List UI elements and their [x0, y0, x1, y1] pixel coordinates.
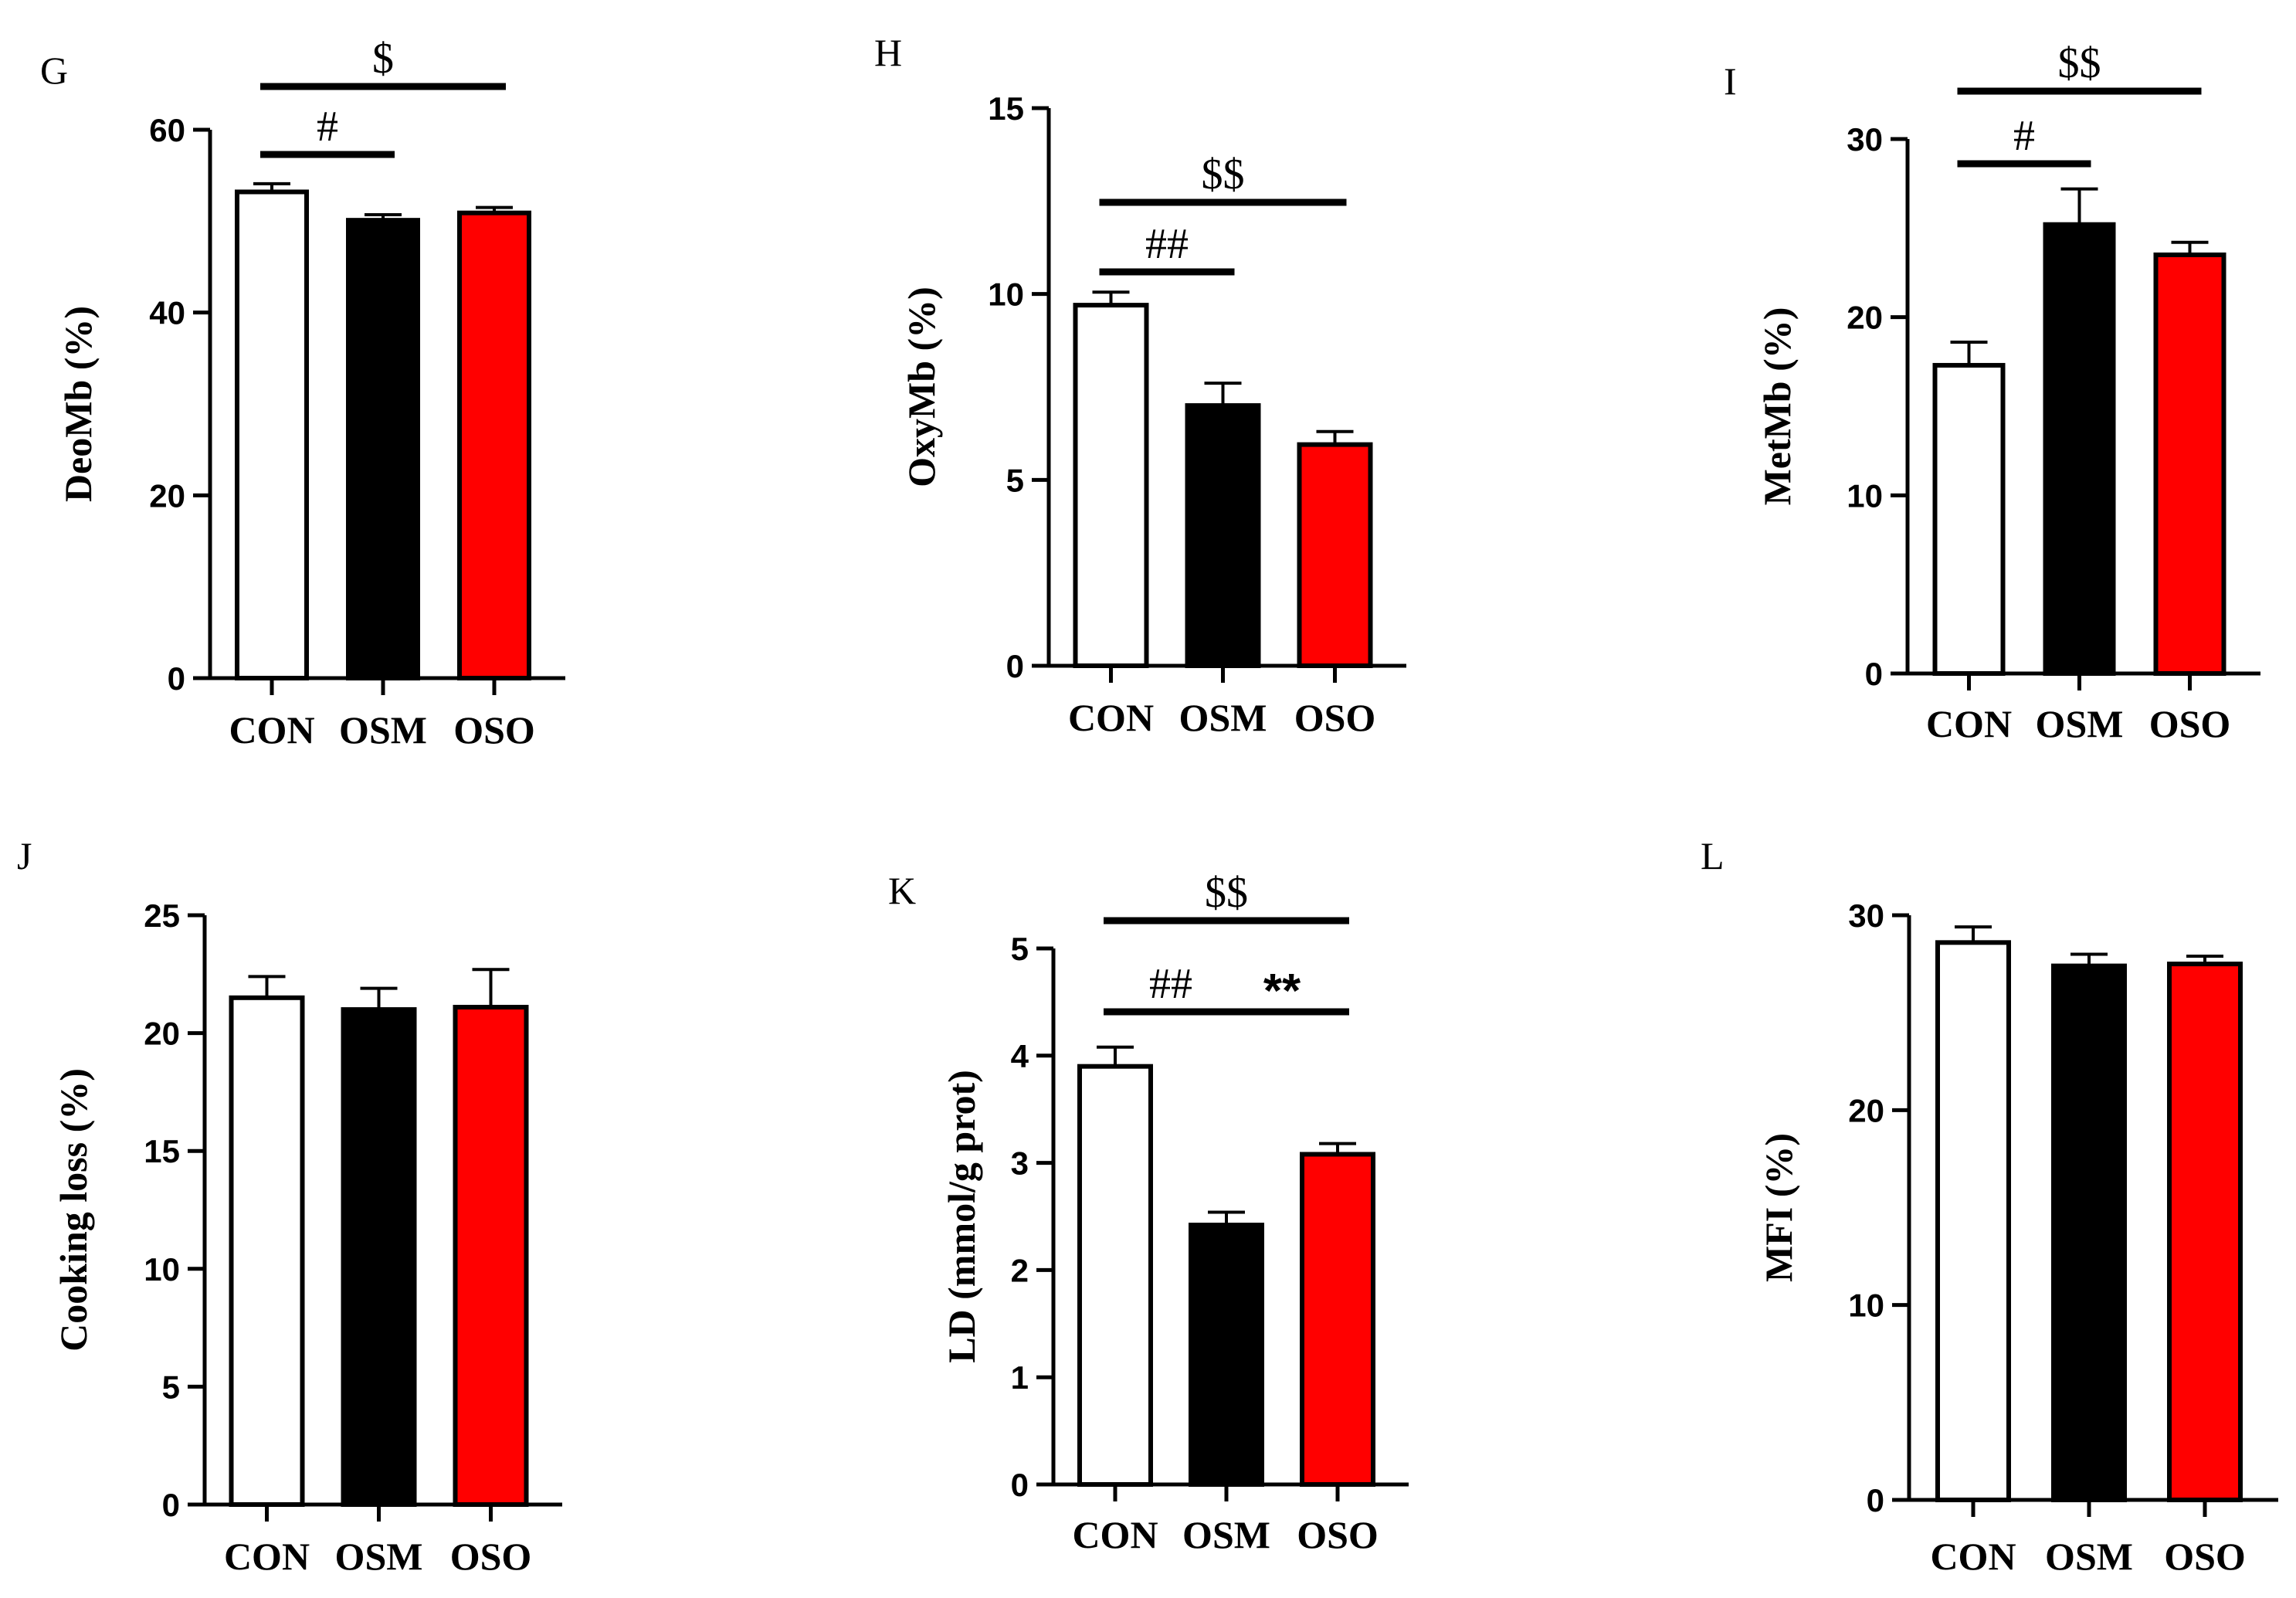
- panel-letter: I: [1724, 59, 1737, 103]
- y-tick-label: 0: [168, 660, 185, 697]
- significance-label: $$: [1205, 869, 1248, 917]
- y-tick-label: 3: [1011, 1145, 1029, 1182]
- y-tick-label: 0: [1865, 656, 1883, 692]
- category-label: OSM: [1182, 1513, 1270, 1556]
- y-tick-label: 5: [1011, 931, 1029, 967]
- bar-oso: [457, 210, 531, 680]
- panel-J: J 0 5 10 15 20 25 Cooking loss (%) CON OSM OSO: [17, 834, 562, 1578]
- bar-oso: [2153, 252, 2226, 676]
- bar-osm: [341, 1007, 417, 1507]
- y-tick-label: 40: [149, 295, 185, 331]
- bar-oso: [1297, 442, 1373, 669]
- y-tick-label: 20: [1847, 300, 1883, 336]
- panel-letter: K: [888, 869, 916, 912]
- y-tick-label: 20: [149, 477, 185, 514]
- y-tick-label: 15: [988, 90, 1024, 127]
- y-tick-label: 1: [1011, 1359, 1029, 1396]
- bar-osm: [1185, 403, 1261, 668]
- y-axis-label: OxyMb (%): [900, 287, 943, 487]
- panel-K: K 0 1 2 3 4 5 LD (mmol/g prot) CON OSM OSO ## ** $$: [888, 869, 1409, 1556]
- category-label: CON: [224, 1535, 310, 1578]
- panel-I: I 0 10 20 30 MetMb (%) CON OSM OSO # $$: [1724, 39, 2260, 745]
- significance-label: ##: [1145, 220, 1189, 268]
- bar-oso: [2167, 962, 2243, 1503]
- category-label: OSM: [2045, 1535, 2133, 1578]
- bar-osm: [1189, 1223, 1264, 1487]
- y-axis-label: DeoMb (%): [56, 306, 100, 502]
- bar-con: [1077, 1064, 1153, 1488]
- significance-label: #: [317, 103, 338, 151]
- y-axis-label: MFI (%): [1757, 1133, 1800, 1282]
- y-axis-label: LD (mmol/g prot): [940, 1070, 983, 1363]
- y-tick-label: 5: [162, 1369, 180, 1405]
- category-label: CON: [1930, 1535, 2016, 1578]
- bar-oso: [1300, 1152, 1375, 1487]
- category-label: CON: [229, 708, 314, 752]
- y-tick-label: 0: [1011, 1467, 1029, 1503]
- panel-H: H 0 5 10 15 OxyMb (%) CON OSM OSO ## $$: [874, 31, 1406, 739]
- panel-letter: J: [17, 834, 32, 877]
- panel-L: L 0 10 20 30 MFI (%) CON OSM OSO: [1701, 834, 2278, 1578]
- panel-letter: G: [40, 49, 68, 92]
- y-tick-label: 10: [1847, 477, 1883, 514]
- panel-letter: L: [1701, 834, 1725, 877]
- y-tick-label: 15: [144, 1133, 180, 1169]
- category-label: OSO: [453, 708, 535, 752]
- significance-label: $: [372, 35, 394, 83]
- category-label: OSO: [1297, 1513, 1379, 1556]
- y-tick-label: 0: [1006, 648, 1024, 684]
- bar-con: [235, 189, 309, 680]
- category-label: OSM: [2036, 702, 2124, 745]
- category-label: OSO: [450, 1535, 532, 1578]
- significance-label: #: [2013, 112, 2035, 160]
- y-tick-label: 30: [1847, 121, 1883, 158]
- category-label: CON: [1926, 702, 2012, 745]
- y-axis-label: Cooking loss (%): [52, 1068, 95, 1352]
- category-label: OSM: [339, 708, 427, 752]
- bar-osm: [2043, 222, 2116, 677]
- bar-con: [1932, 362, 2006, 676]
- significance-label: $$: [1202, 151, 1245, 198]
- bar-osm: [346, 218, 420, 680]
- y-tick-label: 4: [1011, 1038, 1029, 1074]
- bar-con: [1073, 303, 1149, 668]
- y-tick-label: 25: [144, 897, 180, 934]
- bar-con: [1935, 940, 2011, 1502]
- significance-label: $$: [2058, 39, 2101, 87]
- y-tick-label: 10: [1848, 1288, 1884, 1324]
- category-label: OSO: [1294, 696, 1376, 739]
- y-tick-label: 20: [144, 1016, 180, 1052]
- category-label: OSO: [2149, 702, 2231, 745]
- y-tick-label: 10: [988, 277, 1024, 313]
- y-tick-label: 60: [149, 112, 185, 148]
- y-tick-label: 20: [1848, 1092, 1884, 1128]
- y-axis-label: MetMb (%): [1755, 307, 1799, 506]
- y-tick-label: 2: [1011, 1252, 1029, 1288]
- y-tick-label: 5: [1006, 462, 1024, 498]
- bar-con: [229, 995, 305, 1507]
- category-label: OSO: [2164, 1535, 2246, 1578]
- bar-osm: [2051, 963, 2127, 1502]
- y-tick-label: 30: [1848, 897, 1884, 934]
- panel-G: G 0 20 40 60 DeoMb (%) CON OSM OSO # $: [40, 35, 565, 752]
- y-tick-label: 0: [162, 1487, 180, 1523]
- y-tick-label: 0: [1867, 1482, 1884, 1518]
- significance-label: **: [1263, 965, 1301, 1018]
- category-label: OSM: [335, 1535, 423, 1578]
- significance-label: ##: [1149, 960, 1192, 1008]
- category-label: CON: [1068, 696, 1154, 739]
- category-label: CON: [1072, 1513, 1158, 1556]
- y-tick-label: 10: [144, 1251, 180, 1288]
- bar-oso: [453, 1005, 529, 1507]
- category-label: OSM: [1179, 696, 1267, 739]
- panel-letter: H: [874, 31, 902, 74]
